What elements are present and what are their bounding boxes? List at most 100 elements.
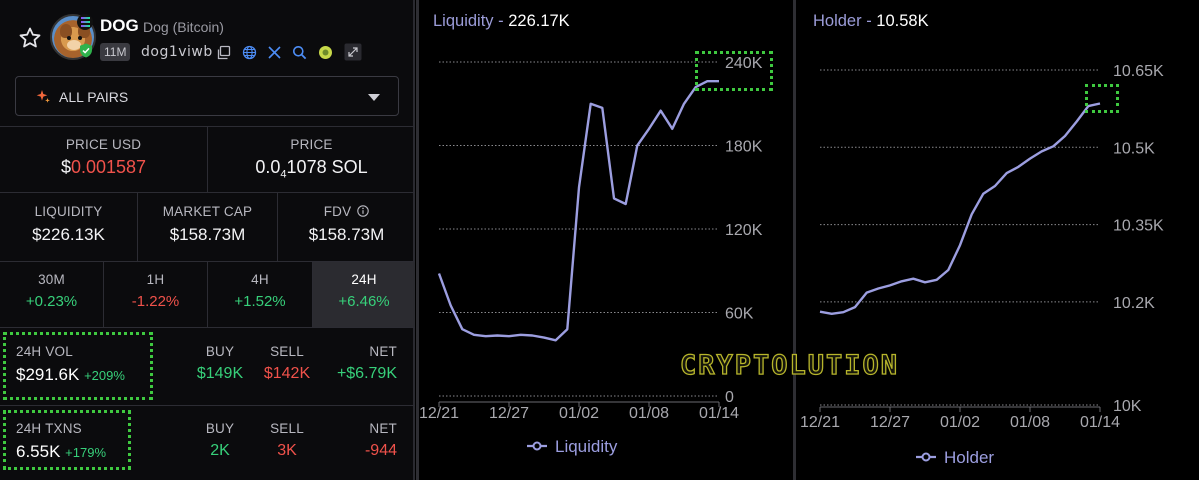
token-name: Dog (Bitcoin) (143, 19, 224, 35)
chevron-down-icon (368, 94, 380, 101)
search-icon[interactable] (292, 45, 307, 60)
y-tick-label: 10.2K (1113, 295, 1155, 312)
y-tick-label: 10K (1113, 398, 1142, 415)
volume-net-label: NET (369, 344, 397, 359)
tab-24h-label: 24H (351, 272, 377, 287)
x-tick-label: 01/14 (699, 405, 739, 422)
txns-value: 6.55K +179% (16, 442, 107, 461)
volume-value: $291.6K +209% (16, 365, 125, 384)
price-native-label: PRICE (290, 137, 333, 152)
token-symbol: DOG (100, 16, 139, 35)
holder-chart-panel: Holder - 10.58K 10K 10.2K 10.35K 10.5K 10.65… (796, 0, 1199, 480)
x-tick-label: 12/21 (800, 414, 840, 431)
price-usd-label: PRICE USD (65, 137, 142, 152)
token-age-badge: 11M (100, 43, 131, 61)
y-tick-label: 240K (725, 55, 763, 72)
volume-sell-value: $142K (263, 365, 311, 382)
tab-30m-change: +0.23% (25, 293, 78, 310)
panel-divider (416, 0, 419, 480)
highlight-box-txns (3, 410, 131, 470)
token-header: DOG Dog (Bitcoin) 11M dog1viwb (0, 0, 415, 72)
y-tick-label: 120K (725, 222, 763, 239)
sparkle-icon (36, 90, 50, 103)
tab-1h-change: -1.22% (131, 293, 180, 310)
market-cap-stat: MARKET CAP $158.73M (138, 204, 277, 245)
x-tick-label: 01/02 (559, 405, 599, 422)
liquidity-label: LIQUIDITY (34, 204, 103, 219)
tab-30m[interactable]: 30M +0.23% (0, 272, 103, 310)
tab-24h-change: +6.46% (338, 293, 390, 310)
legend-dot-marker (921, 452, 931, 462)
market-cap-value: $158.73M (169, 225, 246, 244)
txns-buy-value: 2K (210, 442, 230, 459)
volume-net: NET +$6.79K (337, 344, 397, 383)
fdv-value: $158.73M (308, 225, 385, 244)
txns-net-value: -944 (364, 442, 397, 459)
y-tick-label: 0 (725, 389, 734, 406)
liquidity-value: $226.13K (32, 225, 105, 244)
tab-1h-label: 1H (146, 272, 165, 287)
info-icon[interactable] (357, 205, 370, 217)
tab-1h[interactable]: 1H -1.22% (104, 272, 207, 310)
txns-sell-label: SELL (270, 421, 304, 436)
panel-divider (793, 0, 796, 480)
liquidity-chart-panel: Liquidity - 226.17K 0 60K 120K 180K 240K 12/2… (419, 0, 793, 480)
volume-sell: SELL $142K (237, 344, 337, 383)
tab-24h[interactable]: 24H +6.46% (313, 272, 415, 310)
volume-label: 24H VOL (16, 344, 73, 359)
volume-net-value: +$6.79K (336, 365, 397, 382)
legend-label[interactable]: Liquidity (555, 437, 618, 456)
legend-label[interactable]: Holder (944, 448, 994, 467)
tab-4h-label: 4H (251, 272, 269, 287)
token-info-panel: DOG Dog (Bitcoin) 11M dog1viwb (0, 0, 415, 480)
y-tick-label: 60K (725, 306, 754, 323)
tab-30m-label: 30M (38, 272, 65, 287)
x-tick-label: 12/21 (419, 405, 459, 422)
globe-icon[interactable] (242, 45, 257, 60)
price-native-cell: PRICE 0.041078 SOL (208, 137, 415, 181)
price-usd-cell: PRICE USD $0.001587 (0, 137, 207, 178)
all-pairs-label: ALL PAIRS (59, 89, 129, 105)
star-icon[interactable] (18, 26, 42, 50)
holder-chart-title: Holder - 10.58K (813, 12, 929, 30)
liquidity-chart-title: Liquidity - 226.17K (433, 12, 570, 30)
volume-sell-label: SELL (270, 344, 304, 359)
watermark-text: CRYPTOLUTION (679, 349, 900, 381)
expand-icon[interactable] (344, 43, 362, 61)
y-tick-label: 10.35K (1113, 218, 1164, 235)
x-twitter-icon[interactable] (267, 45, 282, 60)
liquidity-stat: LIQUIDITY $226.13K (0, 204, 137, 245)
y-tick-label: 10.5K (1113, 140, 1155, 157)
txns-buy: BUY 2K (170, 421, 270, 460)
txns-label: 24H TXNS (16, 421, 82, 436)
txns-net: NET -944 (365, 421, 397, 460)
solana-chain-icon (77, 14, 93, 30)
all-pairs-dropdown[interactable]: ALL PAIRS (15, 76, 399, 116)
x-tick-label: 01/08 (1010, 414, 1050, 431)
tab-4h[interactable]: 4H +1.52% (208, 272, 312, 310)
highlight-box-liquidity (695, 51, 773, 91)
tab-24h-highlight (313, 262, 415, 327)
copy-icon[interactable] (216, 45, 231, 60)
txns-sell-value: 3K (277, 442, 297, 459)
x-tick-label: 01/08 (629, 405, 669, 422)
fdv-stat: FDV $158.73M (278, 204, 415, 245)
price-native-value: 0.041078 SOL (255, 157, 368, 181)
volume-24h: 24H VOL $291.6K +209% (16, 344, 125, 385)
fdv-label: FDV (278, 204, 415, 219)
holder-chart: 10K 10.2K 10.35K 10.5K 10.65K 12/21 12/27 01/02… (800, 63, 1164, 467)
tab-4h-change: +1.52% (234, 293, 286, 310)
price-usd-value: $0.001587 (60, 157, 147, 177)
market-cap-label: MARKET CAP (162, 204, 253, 219)
series-line (437, 80, 719, 342)
y-tick-label: 180K (725, 139, 763, 156)
pump-fun-icon[interactable] (318, 45, 333, 60)
highlight-box-volume (3, 332, 153, 400)
volume-buy-label: BUY (205, 344, 235, 359)
verified-shield-icon (80, 43, 92, 58)
txns-24h: 24H TXNS 6.55K +179% (16, 421, 106, 462)
series-line (819, 102, 1101, 315)
liquidity-chart: 0 60K 120K 180K 240K 12/21 12/27 01/02 01/08 01/1… (419, 55, 763, 456)
token-address[interactable]: dog1viwb (141, 44, 213, 60)
y-tick-label: 10.65K (1113, 63, 1164, 80)
